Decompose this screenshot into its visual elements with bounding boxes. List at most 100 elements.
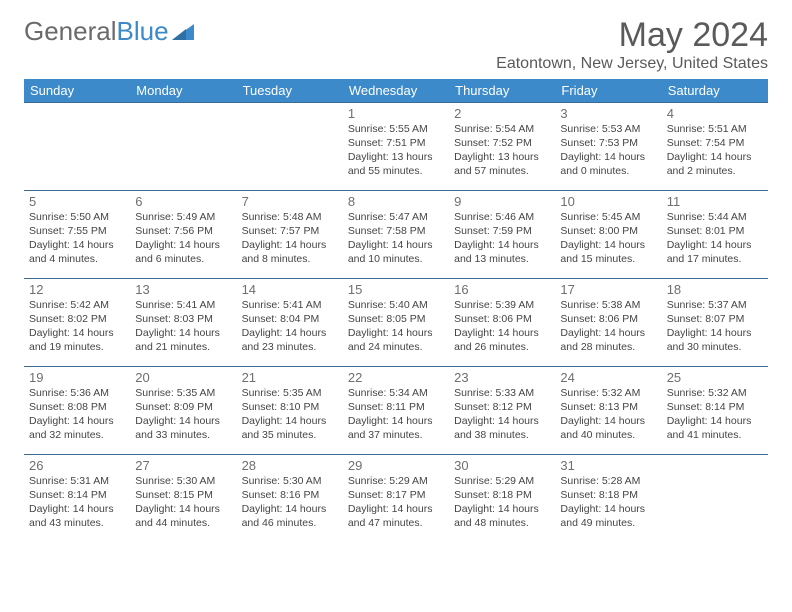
day-number: 8 [348,194,444,209]
day-info: Sunrise: 5:41 AMSunset: 8:03 PMDaylight:… [135,299,231,354]
day-info: Sunrise: 5:51 AMSunset: 7:54 PMDaylight:… [667,123,763,178]
day-info: Sunrise: 5:39 AMSunset: 8:06 PMDaylight:… [454,299,550,354]
calendar-week-row: 5Sunrise: 5:50 AMSunset: 7:55 PMDaylight… [24,191,768,279]
day-info: Sunrise: 5:40 AMSunset: 8:05 PMDaylight:… [348,299,444,354]
calendar-day-cell: 21Sunrise: 5:35 AMSunset: 8:10 PMDayligh… [237,367,343,455]
calendar-day-cell: 10Sunrise: 5:45 AMSunset: 8:00 PMDayligh… [555,191,661,279]
day-info: Sunrise: 5:46 AMSunset: 7:59 PMDaylight:… [454,211,550,266]
month-title: May 2024 [496,16,768,55]
day-number: 31 [560,458,656,473]
day-number: 30 [454,458,550,473]
calendar-day-cell: 4 Sunrise: 5:51 AMSunset: 7:54 PMDaylight… [662,103,768,191]
day-info: Sunrise: 5:50 AMSunset: 7:55 PMDaylight:… [29,211,125,266]
day-info: Sunrise: 5:49 AMSunset: 7:56 PMDaylight:… [135,211,231,266]
day-number: 13 [135,282,231,297]
calendar-day-cell: 6 Sunrise: 5:49 AMSunset: 7:56 PMDaylight… [130,191,236,279]
day-header: Sunday [24,79,130,103]
calendar-day-cell: 29 Sunrise: 5:29 AMSunset: 8:17 PMDayligh… [343,455,449,543]
day-header: Monday [130,79,236,103]
day-number: 12 [29,282,125,297]
calendar-day-cell: 19 Sunrise: 5:36 AMSunset: 8:08 PMDayligh… [24,367,130,455]
day-info: Sunrise: 5:48 AMSunset: 7:57 PMDaylight:… [242,211,338,266]
day-info: Sunrise: 5:35 AMSunset: 8:09 PMDaylight:… [135,387,231,442]
day-number: 14 [242,282,338,297]
day-number: 6 [135,194,231,209]
day-info: Sunrise: 5:47 AMSunset: 7:58 PMDaylight:… [348,211,444,266]
day-number: 29 [348,458,444,473]
calendar-week-row: 1Sunrise: 5:55 AMSunset: 7:51 PMDaylight… [24,103,768,191]
day-number: 19 [29,370,125,385]
calendar-week-row: 19 Sunrise: 5:36 AMSunset: 8:08 PMDayligh… [24,367,768,455]
title-block: May 2024 Eatontown, New Jersey, United S… [496,16,768,73]
day-number: 2 [454,106,550,121]
calendar-day-cell: 5Sunrise: 5:50 AMSunset: 7:55 PMDaylight… [24,191,130,279]
calendar-day-cell: 3 Sunrise: 5:53 AMSunset: 7:53 PMDaylight… [555,103,661,191]
day-info: Sunrise: 5:37 AMSunset: 8:07 PMDaylight:… [667,299,763,354]
calendar-day-cell: 1Sunrise: 5:55 AMSunset: 7:51 PMDaylight… [343,103,449,191]
day-header: Tuesday [237,79,343,103]
calendar-day-cell: 18 Sunrise: 5:37 AMSunset: 8:07 PMDayligh… [662,279,768,367]
day-number: 3 [560,106,656,121]
calendar-day-cell: 2 Sunrise: 5:54 AMSunset: 7:52 PMDaylight… [449,103,555,191]
day-info: Sunrise: 5:33 AMSunset: 8:12 PMDaylight:… [454,387,550,442]
calendar-table: SundayMondayTuesdayWednesdayThursdayFrid… [24,79,768,543]
logo-text-blue: Blue [117,16,169,47]
calendar-day-cell: 30Sunrise: 5:29 AMSunset: 8:18 PMDayligh… [449,455,555,543]
calendar-empty-cell [24,103,130,191]
calendar-week-row: 26 Sunrise: 5:31 AMSunset: 8:14 PMDayligh… [24,455,768,543]
calendar-page: GeneralBlue May 2024 Eatontown, New Jers… [0,0,792,563]
day-number: 17 [560,282,656,297]
logo-text-gray: General [24,16,117,47]
day-info: Sunrise: 5:34 AMSunset: 8:11 PMDaylight:… [348,387,444,442]
calendar-day-cell: 20 Sunrise: 5:35 AMSunset: 8:09 PMDayligh… [130,367,236,455]
day-number: 7 [242,194,338,209]
day-number: 11 [667,194,763,209]
calendar-empty-cell [130,103,236,191]
day-info: Sunrise: 5:36 AMSunset: 8:08 PMDaylight:… [29,387,125,442]
day-info: Sunrise: 5:45 AMSunset: 8:00 PMDaylight:… [560,211,656,266]
location-text: Eatontown, New Jersey, United States [496,55,768,73]
calendar-day-cell: 15 Sunrise: 5:40 AMSunset: 8:05 PMDayligh… [343,279,449,367]
calendar-day-cell: 13 Sunrise: 5:41 AMSunset: 8:03 PMDayligh… [130,279,236,367]
day-number: 26 [29,458,125,473]
day-info: Sunrise: 5:42 AMSunset: 8:02 PMDaylight:… [29,299,125,354]
day-number: 27 [135,458,231,473]
calendar-day-cell: 14 Sunrise: 5:41 AMSunset: 8:04 PMDayligh… [237,279,343,367]
day-number: 9 [454,194,550,209]
day-info: Sunrise: 5:53 AMSunset: 7:53 PMDaylight:… [560,123,656,178]
logo: GeneralBlue [24,16,194,47]
calendar-empty-cell [237,103,343,191]
calendar-week-row: 12 Sunrise: 5:42 AMSunset: 8:02 PMDayligh… [24,279,768,367]
calendar-day-cell: 24 Sunrise: 5:32 AMSunset: 8:13 PMDayligh… [555,367,661,455]
day-info: Sunrise: 5:29 AMSunset: 8:17 PMDaylight:… [348,475,444,530]
day-info: Sunrise: 5:55 AMSunset: 7:51 PMDaylight:… [348,123,444,178]
day-number: 18 [667,282,763,297]
day-number: 21 [242,370,338,385]
day-info: Sunrise: 5:54 AMSunset: 7:52 PMDaylight:… [454,123,550,178]
calendar-day-cell: 16Sunrise: 5:39 AMSunset: 8:06 PMDayligh… [449,279,555,367]
day-number: 28 [242,458,338,473]
day-number: 15 [348,282,444,297]
calendar-day-cell: 22 Sunrise: 5:34 AMSunset: 8:11 PMDayligh… [343,367,449,455]
calendar-day-cell: 31 Sunrise: 5:28 AMSunset: 8:18 PMDayligh… [555,455,661,543]
day-info: Sunrise: 5:38 AMSunset: 8:06 PMDaylight:… [560,299,656,354]
day-number: 4 [667,106,763,121]
day-info: Sunrise: 5:30 AMSunset: 8:15 PMDaylight:… [135,475,231,530]
calendar-day-cell: 26 Sunrise: 5:31 AMSunset: 8:14 PMDayligh… [24,455,130,543]
calendar-day-cell: 12 Sunrise: 5:42 AMSunset: 8:02 PMDayligh… [24,279,130,367]
day-info: Sunrise: 5:28 AMSunset: 8:18 PMDaylight:… [560,475,656,530]
day-info: Sunrise: 5:32 AMSunset: 8:13 PMDaylight:… [560,387,656,442]
day-info: Sunrise: 5:31 AMSunset: 8:14 PMDaylight:… [29,475,125,530]
calendar-header-row: SundayMondayTuesdayWednesdayThursdayFrid… [24,79,768,103]
calendar-day-cell: 25Sunrise: 5:32 AMSunset: 8:14 PMDayligh… [662,367,768,455]
day-number: 22 [348,370,444,385]
day-header: Wednesday [343,79,449,103]
day-number: 24 [560,370,656,385]
calendar-body: 1Sunrise: 5:55 AMSunset: 7:51 PMDaylight… [24,103,768,543]
day-info: Sunrise: 5:41 AMSunset: 8:04 PMDaylight:… [242,299,338,354]
logo-triangle-icon [172,16,194,47]
day-header: Saturday [662,79,768,103]
day-number: 20 [135,370,231,385]
calendar-day-cell: 9 Sunrise: 5:46 AMSunset: 7:59 PMDaylight… [449,191,555,279]
day-info: Sunrise: 5:32 AMSunset: 8:14 PMDaylight:… [667,387,763,442]
